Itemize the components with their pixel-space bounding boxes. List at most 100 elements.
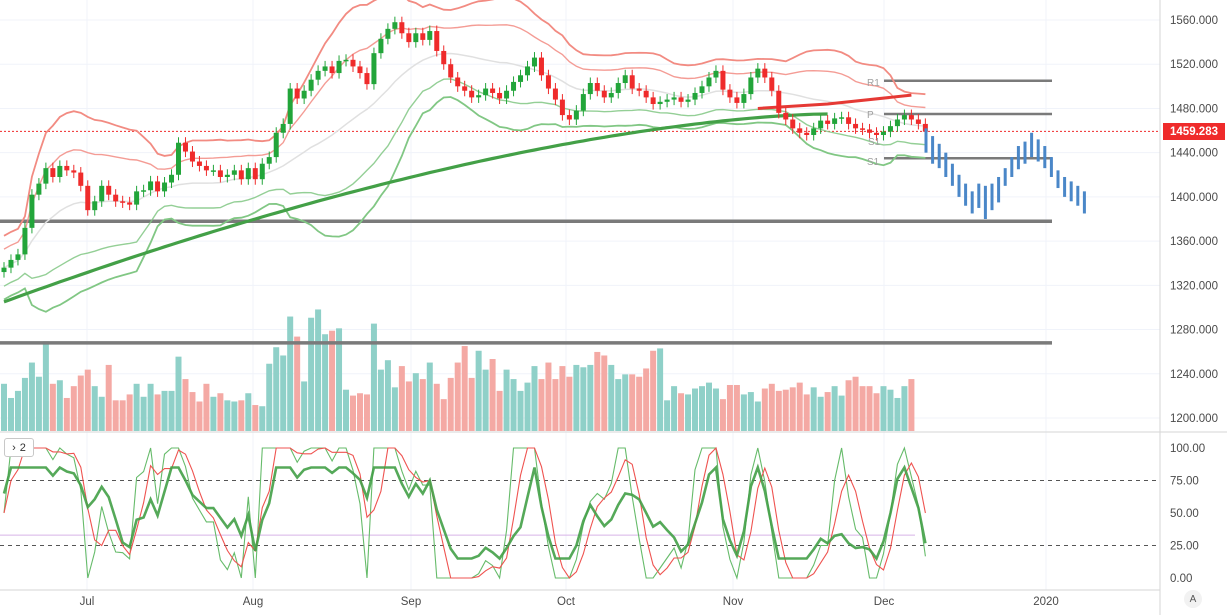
volume-bar: [350, 395, 356, 431]
candle-body: [880, 131, 886, 135]
candle-body: [141, 190, 147, 192]
candle-body: [134, 191, 140, 205]
forecast-bar: [1023, 141, 1027, 164]
candle-body: [901, 115, 907, 120]
forecast-bar: [931, 136, 935, 164]
volume-bar: [329, 330, 336, 431]
volume-bar: [377, 369, 384, 431]
volume-bar: [189, 392, 196, 431]
volume-bar: [789, 387, 796, 431]
candle-body: [99, 185, 105, 202]
candle-body: [469, 90, 475, 98]
volume-bar: [14, 390, 21, 431]
volume-bar: [782, 389, 789, 431]
candle-body: [203, 165, 209, 171]
volume-bar: [838, 395, 845, 431]
volume-bar: [280, 355, 287, 431]
candle-body: [329, 66, 335, 74]
candle-body: [846, 117, 852, 124]
forecast-bar: [983, 185, 987, 219]
volume-bar: [398, 366, 405, 431]
volume-bar: [552, 379, 559, 431]
forecast-bar: [924, 128, 928, 153]
osc-tick-label: 25.00: [1170, 541, 1199, 553]
auto-scale-button[interactable]: A: [1184, 590, 1202, 608]
volume-bar: [887, 389, 894, 431]
volume-bar: [636, 376, 643, 431]
candle-body: [15, 254, 21, 260]
volume-bar: [594, 351, 601, 431]
candle-body: [462, 86, 468, 91]
grid-lines: [0, 0, 1160, 590]
volume-bar: [901, 386, 908, 431]
volume-bar: [657, 348, 664, 431]
volume-bar: [363, 394, 370, 431]
volume-bar: [873, 393, 880, 431]
volume-bar: [587, 364, 594, 431]
pane-toggle-label: 2: [19, 441, 26, 454]
volume-bar: [21, 377, 28, 431]
candle-body: [8, 259, 14, 268]
volume-bar: [154, 394, 161, 431]
volume-bar: [105, 364, 112, 431]
volume-bar: [182, 379, 189, 431]
osc-tick-label: 0.00: [1170, 573, 1192, 585]
volume-bar: [266, 363, 273, 431]
candle-body: [497, 92, 503, 99]
candle-body: [308, 79, 314, 91]
price-tick-label: 1520.000: [1170, 59, 1218, 71]
volume-bar: [859, 386, 866, 431]
candle-body: [657, 101, 663, 105]
volume-bar: [692, 388, 699, 431]
candle-body: [169, 174, 175, 183]
volume-bar: [796, 382, 803, 431]
candle-body: [399, 22, 405, 34]
candle-body: [636, 88, 642, 91]
volume-bar: [475, 350, 482, 431]
pane-collapse-toggle[interactable]: › 2: [4, 438, 34, 457]
time-axis-label: 2020: [1033, 596, 1059, 608]
candle-body: [839, 117, 845, 119]
volume-bar: [217, 393, 224, 431]
candle-body: [559, 99, 565, 116]
volume-bar: [629, 374, 636, 431]
volume-bar: [147, 383, 154, 431]
forecast-bar: [1010, 157, 1014, 177]
candle-body: [64, 165, 70, 171]
candle-body: [713, 70, 719, 78]
pivot-labels: R1 P S1 S1: [867, 78, 881, 168]
forecast-bar: [1036, 139, 1040, 162]
volume-bar: [496, 390, 503, 431]
osc-tick-label: 75.00: [1170, 476, 1199, 488]
volume-bar: [775, 390, 782, 431]
volume-bar: [126, 394, 133, 431]
candle-body: [762, 68, 768, 78]
volume-bar: [482, 369, 489, 431]
candle-body: [741, 94, 747, 103]
volume-bar: [210, 396, 217, 431]
time-axis[interactable]: Jul Aug Sep Oct Nov Dec 2020: [80, 596, 1059, 608]
volume-bar: [545, 362, 552, 431]
candle-body: [748, 77, 754, 95]
volume-bar: [112, 400, 119, 431]
candle-body: [85, 185, 91, 211]
volume-bar: [343, 389, 350, 431]
candle-body: [245, 168, 251, 180]
candle-body: [727, 89, 733, 98]
candle-body: [538, 57, 544, 76]
candle-body: [364, 73, 370, 85]
candle-body: [699, 86, 705, 93]
volume-bar: [538, 379, 545, 431]
candle-body: [692, 92, 698, 100]
volume-bar: [224, 400, 231, 431]
candle-body: [217, 170, 223, 177]
candle-body: [280, 123, 286, 133]
volume-bar: [447, 377, 454, 431]
candle-body: [587, 83, 593, 95]
volume-bar: [503, 369, 510, 431]
volume-bar: [580, 367, 587, 431]
stoch-d-line: [3, 446, 926, 579]
forecast-bar: [1056, 170, 1060, 189]
price-tick-label: 1280.000: [1170, 325, 1218, 337]
